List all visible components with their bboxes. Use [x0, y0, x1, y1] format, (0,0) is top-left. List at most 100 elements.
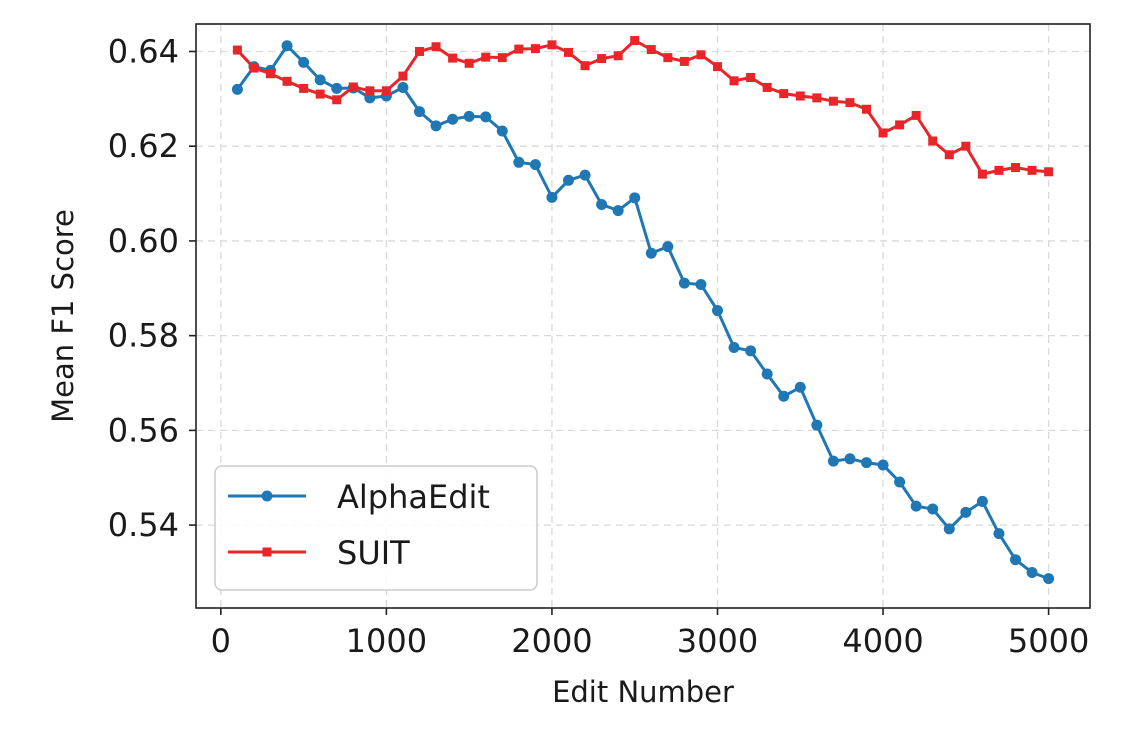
data-point-suit — [713, 62, 722, 72]
data-point-suit — [895, 120, 905, 130]
data-point-alphaedit — [314, 74, 326, 86]
data-point-suit — [580, 61, 590, 71]
data-point-alphaedit — [728, 341, 740, 353]
data-point-alphaedit — [695, 279, 707, 291]
data-point-suit — [232, 45, 242, 55]
x-tick-label: 3000 — [677, 622, 758, 660]
data-point-alphaedit — [745, 345, 757, 357]
y-axis-title: Mean F1 Score — [46, 209, 80, 423]
data-point-suit — [613, 51, 623, 61]
data-point-alphaedit — [645, 247, 657, 259]
data-point-alphaedit — [397, 81, 409, 93]
data-point-alphaedit — [662, 241, 674, 253]
data-point-suit — [911, 110, 921, 120]
data-point-suit — [961, 141, 971, 151]
data-point-suit — [944, 150, 954, 160]
axis-ticks: 0 1000 2000 3000 4000 5000 0.54 0.56 0.58 0.60 0.6… — [108, 32, 1090, 660]
data-point-alphaedit — [910, 500, 922, 512]
data-point-suit — [464, 58, 474, 68]
data-point-suit — [282, 76, 292, 86]
legend-marker-alphaedit — [261, 490, 273, 502]
data-point-suit — [779, 89, 789, 99]
x-tick-label: 4000 — [842, 622, 923, 660]
data-point-alphaedit — [894, 476, 906, 488]
data-point-alphaedit — [414, 106, 425, 118]
data-point-suit — [862, 104, 871, 114]
data-point-alphaedit — [1010, 554, 1021, 566]
series-line-suit — [236, 39, 1049, 176]
data-point-suit — [762, 82, 772, 92]
plot-frame — [195, 23, 1091, 609]
legend-label-alphaedit: AlphaEdit — [337, 478, 490, 516]
data-point-suit — [994, 165, 1004, 175]
data-point-alphaedit — [827, 455, 839, 467]
data-point-alphaedit — [960, 506, 972, 518]
series-layer — [231, 36, 1055, 585]
data-point-alphaedit — [447, 113, 459, 125]
data-point-alphaedit — [877, 459, 889, 471]
data-point-suit — [448, 53, 458, 63]
data-point-alphaedit — [794, 381, 806, 393]
data-point-alphaedit — [331, 82, 343, 94]
data-point-alphaedit — [480, 111, 492, 123]
data-point-suit — [481, 52, 491, 62]
data-point-alphaedit — [861, 457, 872, 469]
data-point-suit — [812, 93, 822, 103]
data-point-suit — [878, 128, 888, 138]
data-point-suit — [514, 44, 524, 54]
data-point-suit — [249, 63, 259, 73]
data-point-suit — [746, 73, 756, 83]
y-tick-label: 0.64 — [108, 32, 179, 70]
x-tick-label: 5000 — [1008, 622, 1089, 660]
data-point-suit — [431, 42, 441, 52]
data-point-suit — [828, 96, 838, 106]
data-point-suit — [415, 46, 424, 56]
data-point-alphaedit — [844, 453, 856, 465]
data-point-alphaedit — [927, 503, 939, 515]
data-point-alphaedit — [281, 40, 293, 52]
legend: AlphaEdit SUIT — [214, 465, 538, 591]
data-point-suit — [547, 40, 557, 50]
data-point-suit — [597, 54, 607, 64]
data-point-alphaedit — [529, 159, 541, 171]
data-point-suit — [663, 53, 673, 63]
data-point-suit — [1027, 165, 1037, 175]
y-tick-label: 0.58 — [108, 317, 179, 355]
data-point-alphaedit — [430, 120, 442, 132]
data-point-alphaedit — [612, 205, 624, 217]
y-tick-label: 0.60 — [108, 222, 179, 260]
data-point-alphaedit — [496, 125, 508, 137]
data-point-alphaedit — [579, 169, 591, 181]
data-point-suit — [299, 83, 309, 93]
data-point-alphaedit — [596, 198, 608, 210]
data-point-suit — [381, 86, 391, 96]
y-tick-label: 0.62 — [108, 127, 179, 165]
data-point-alphaedit — [811, 419, 823, 431]
x-tick-label: 1000 — [346, 622, 427, 660]
data-point-alphaedit — [463, 110, 475, 122]
data-point-alphaedit — [231, 83, 243, 95]
y-tick-label: 0.56 — [108, 411, 179, 449]
data-point-alphaedit — [993, 528, 1005, 540]
data-point-alphaedit — [976, 495, 988, 507]
data-point-alphaedit — [678, 277, 690, 289]
data-point-suit — [646, 45, 656, 55]
x-axis-title: Edit Number — [552, 675, 734, 709]
x-tick-label: 0 — [211, 622, 231, 660]
data-point-suit — [398, 71, 408, 81]
data-point-suit — [332, 95, 342, 105]
data-point-suit — [315, 89, 325, 99]
data-point-alphaedit — [712, 305, 723, 317]
data-point-suit — [1011, 163, 1020, 173]
y-tick-label: 0.54 — [108, 506, 179, 544]
data-point-alphaedit — [629, 192, 641, 204]
data-point-suit — [977, 169, 987, 179]
data-point-suit — [630, 36, 640, 46]
data-point-suit — [348, 82, 358, 92]
legend-label-suit: SUIT — [337, 534, 410, 572]
data-point-suit — [928, 136, 938, 146]
data-point-suit — [795, 91, 805, 101]
data-point-suit — [679, 56, 689, 66]
data-point-alphaedit — [761, 368, 773, 380]
